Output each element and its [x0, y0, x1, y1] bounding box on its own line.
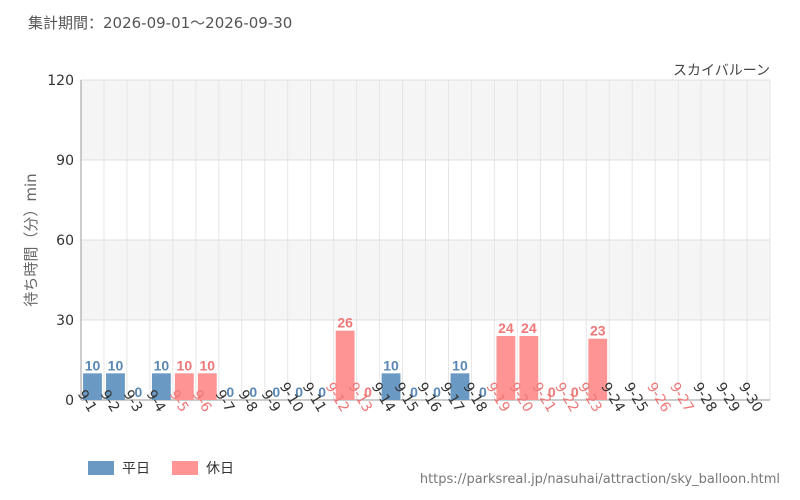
bar-9-6 — [197, 373, 217, 400]
bar-9-5 — [174, 373, 194, 400]
legend-item-weekday: 平日 — [88, 458, 150, 478]
bar-value-label: 0 — [571, 384, 579, 400]
bar-value-label: 0 — [272, 384, 280, 400]
y-axis-title: 待ち時間（分）min — [22, 173, 40, 306]
legend-swatch-weekday — [88, 461, 114, 475]
legend-label-weekday: 平日 — [122, 461, 150, 477]
bar-9-2 — [106, 373, 125, 400]
y-tick-label: 0 — [65, 393, 74, 409]
bar-value-label: 0 — [135, 384, 143, 400]
source-url: https://parksreal.jp/nasuhai/attraction/… — [419, 472, 780, 487]
period-label: 集計期間：2026-09-01～2026-09-30 — [28, 14, 293, 32]
bar-value-label: 0 — [249, 384, 257, 400]
bar-9-1 — [83, 373, 102, 400]
y-tick-labels: 0 30 60 90 120 — [47, 73, 74, 409]
bar-value-label: 0 — [479, 384, 487, 400]
bar-value-label: 10 — [452, 357, 468, 373]
bar-9-20 — [519, 336, 539, 400]
bar-value-label: 10 — [108, 357, 124, 373]
bar-value-label: 24 — [498, 320, 514, 336]
bar-9-14 — [381, 373, 401, 400]
bar-value-label: 24 — [521, 320, 537, 336]
legend-label-holiday: 休日 — [206, 461, 234, 477]
bar-value-label: 23 — [590, 323, 606, 339]
legend: 平日 休日 — [88, 458, 234, 478]
y-tick-label: 30 — [56, 313, 74, 329]
bar-value-label: 0 — [226, 384, 234, 400]
axes — [80, 80, 770, 401]
bar-9-19 — [496, 336, 516, 400]
legend-item-holiday: 休日 — [172, 458, 234, 478]
bar-value-label: 0 — [410, 384, 418, 400]
bar-9-23 — [588, 338, 608, 400]
bar-value-label: 0 — [433, 384, 441, 400]
bar-value-label: 26 — [337, 315, 353, 331]
bar-value-label: 10 — [85, 357, 101, 373]
bar-9-17 — [450, 373, 470, 400]
bar-value-label: 0 — [364, 384, 372, 400]
bar-9-4 — [151, 373, 171, 400]
series-title: スカイバルーン — [673, 63, 770, 79]
bar-value-label: 10 — [383, 357, 399, 373]
bar-value-label: 10 — [154, 357, 170, 373]
y-tick-label: 60 — [56, 233, 74, 249]
y-tick-label: 90 — [56, 153, 74, 169]
bar-value-label: 0 — [318, 384, 326, 400]
bar-value-label: 0 — [548, 384, 556, 400]
bars — [83, 330, 608, 400]
bar-value-label: 0 — [295, 384, 303, 400]
bar-value-label: 10 — [200, 357, 216, 373]
bar-value-label: 10 — [177, 357, 193, 373]
y-tick-label: 120 — [47, 73, 74, 89]
bar-9-12 — [335, 330, 355, 400]
legend-swatch-holiday — [172, 461, 198, 475]
